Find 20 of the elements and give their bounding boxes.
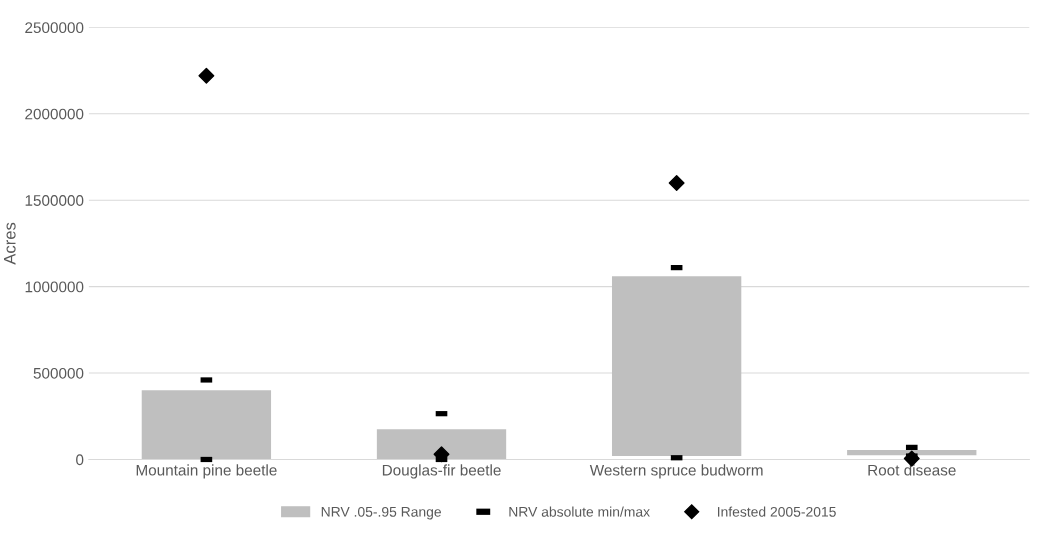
legend-label: NRV .05-.95 Range <box>321 506 441 520</box>
point <box>668 174 685 191</box>
point <box>198 67 215 84</box>
y-tick-label: 2000000 <box>25 108 84 120</box>
x-tick-label: Root disease <box>868 464 956 476</box>
x-tick-label: Douglas-fir beetle <box>382 464 501 479</box>
y-tick-label: 2500000 <box>25 22 84 34</box>
y-tick-label: 1000000 <box>25 281 84 293</box>
y-axis-title: Acres <box>4 222 16 265</box>
x-tick-label: Western spruce budworm <box>589 464 763 479</box>
legend-label: NRV absolute min/max <box>509 506 650 517</box>
y-tick-label: 0 <box>76 454 84 466</box>
x-tick-label: Mountain pine beetle <box>136 464 277 479</box>
y-tick-label: 1500000 <box>25 195 84 206</box>
bar <box>141 390 272 460</box>
bar <box>847 449 977 456</box>
legend-label: Infested 2005-2015 <box>718 506 836 517</box>
bar <box>611 276 742 457</box>
y-tick-label: 500000 <box>33 367 84 379</box>
bar <box>376 429 507 460</box>
